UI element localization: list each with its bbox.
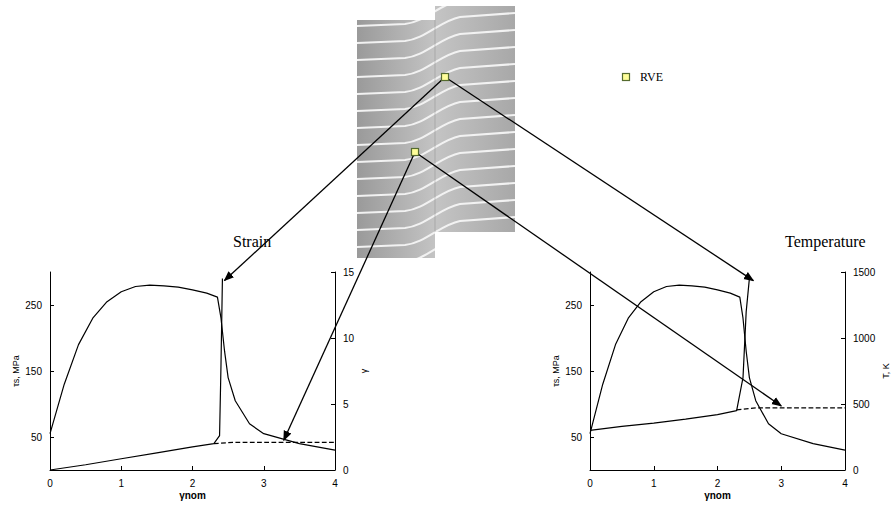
svg-text:1: 1 [651,478,657,489]
svg-text:τs, MPa: τs, MPa [551,355,561,387]
svg-text:5: 5 [343,399,349,410]
svg-text:γnom: γnom [179,490,206,501]
svg-text:50: 50 [571,432,583,443]
svg-text:1: 1 [118,478,124,489]
svg-text:50: 50 [31,432,43,443]
svg-text:2: 2 [190,478,196,489]
svg-text:0: 0 [853,465,859,476]
svg-text:T, K: T, K [881,363,891,379]
svg-text:τs, MPa: τs, MPa [11,355,21,387]
svg-text:3: 3 [778,478,784,489]
svg-text:15: 15 [343,267,355,278]
svg-text:Strain: Strain [233,233,271,250]
svg-text:0: 0 [587,478,593,489]
svg-text:10: 10 [343,333,355,344]
svg-text:250: 250 [565,300,582,311]
svg-text:250: 250 [25,300,42,311]
svg-text:0: 0 [343,465,349,476]
svg-text:500: 500 [853,399,870,410]
svg-text:4: 4 [332,478,338,489]
svg-text:150: 150 [565,366,582,377]
svg-text:0: 0 [47,478,53,489]
svg-text:1500: 1500 [853,267,876,278]
svg-text:150: 150 [25,366,42,377]
svg-text:γ: γ [359,368,369,373]
svg-text:1000: 1000 [853,333,876,344]
svg-text:RVE: RVE [640,70,663,84]
svg-text:2: 2 [715,478,721,489]
svg-text:Temperature: Temperature [785,233,866,251]
svg-text:γnom: γnom [704,490,731,501]
svg-text:3: 3 [261,478,267,489]
svg-text:4: 4 [842,478,848,489]
